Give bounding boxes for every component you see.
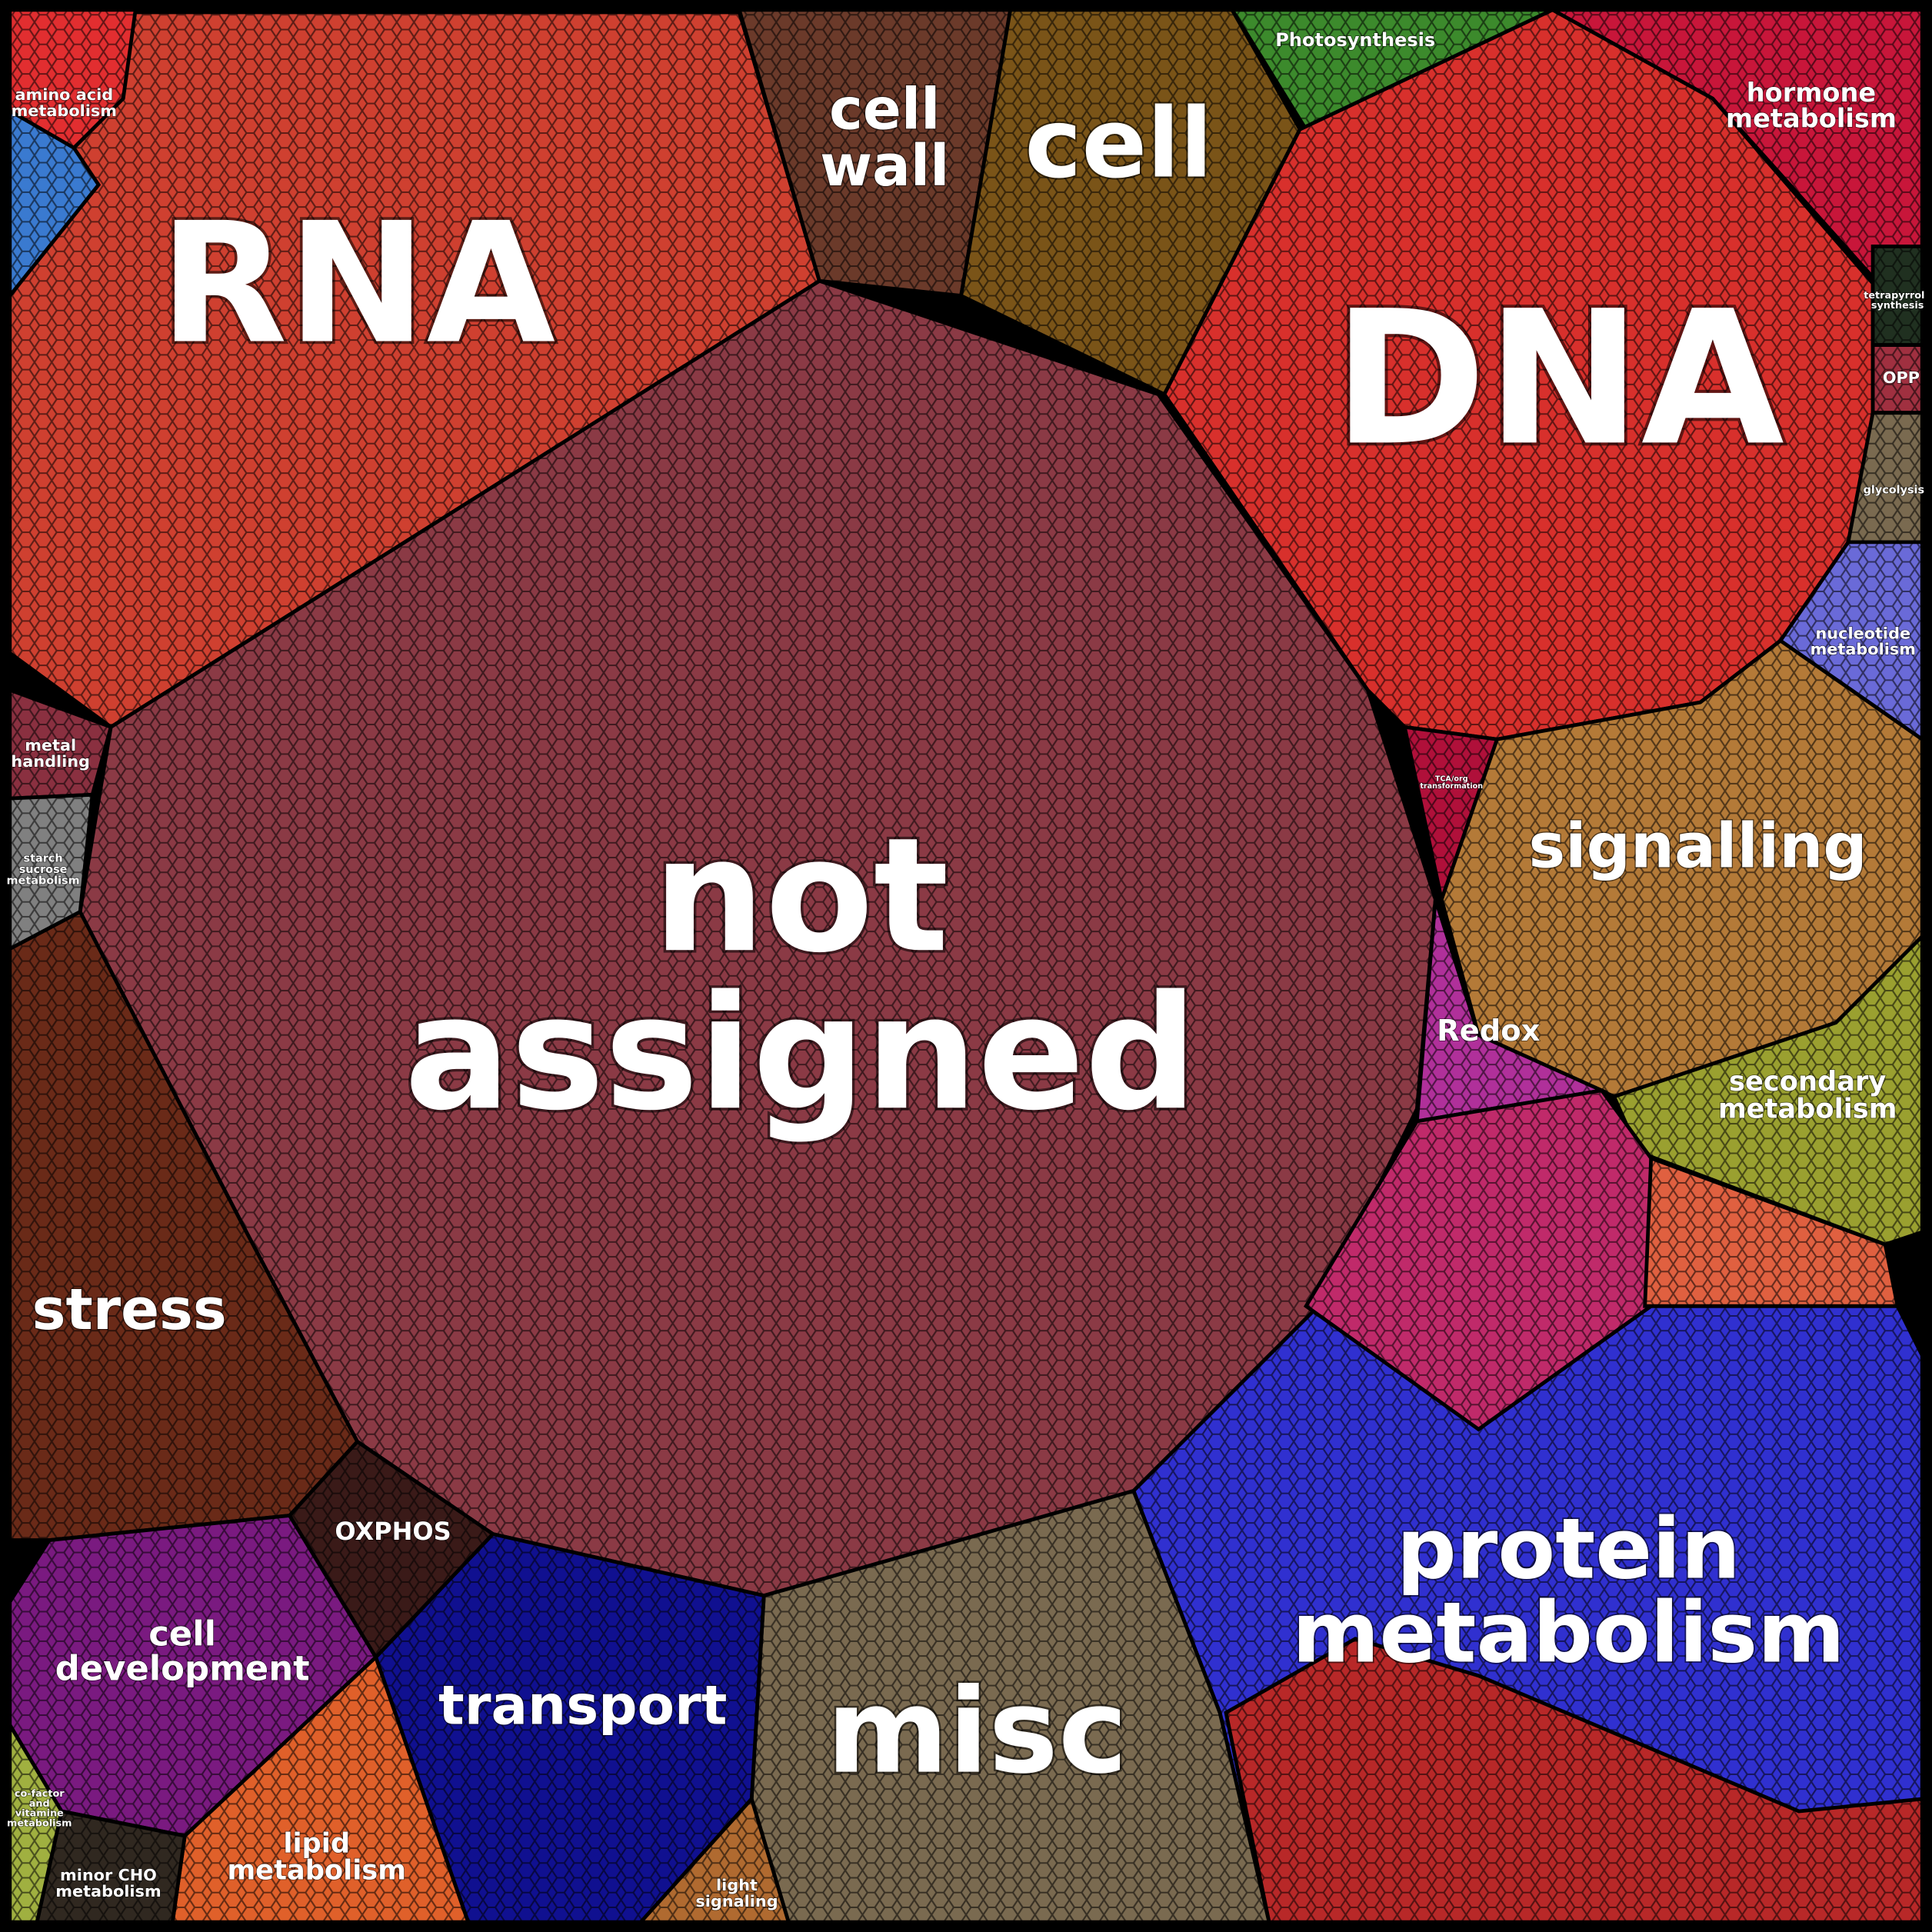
- region-label: hormone: [1747, 78, 1877, 108]
- region-label: cell: [829, 77, 940, 142]
- region-texture: [1848, 412, 1923, 542]
- region-texture: [1417, 899, 1602, 1121]
- region-label: development: [55, 1647, 310, 1688]
- region-label: amino acid: [15, 85, 113, 104]
- region-label: cell: [148, 1614, 216, 1654]
- region-texture: [1226, 1638, 1923, 1923]
- region-label: metabolism: [7, 874, 80, 887]
- region-label: metabolism: [1292, 1584, 1845, 1681]
- region-texture: [1441, 641, 1923, 1097]
- region-texture: [961, 9, 1301, 395]
- region-texture: [1873, 246, 1923, 345]
- region-texture: [1232, 9, 1553, 130]
- region-label: metabolism: [7, 1818, 72, 1830]
- region-label: Redox: [1437, 1014, 1541, 1048]
- region-texture: [37, 1811, 185, 1923]
- region-label: OXPHOS: [335, 1517, 451, 1546]
- region-texture: [1164, 9, 1874, 740]
- region-texture: [9, 911, 358, 1541]
- region-texture: [1644, 1158, 1898, 1307]
- region-label: stress: [32, 1277, 227, 1343]
- region-label: transport: [438, 1674, 727, 1737]
- region-label: metabolism: [12, 102, 117, 120]
- region-label: DNA: [1333, 271, 1784, 486]
- region-label: wall: [820, 134, 949, 199]
- region-label: metal: [25, 736, 76, 754]
- region-label: Photosynthesis: [1275, 29, 1435, 51]
- region-texture: [739, 9, 1011, 296]
- region-texture: [375, 1534, 764, 1923]
- region-label: light: [716, 1876, 758, 1894]
- region-texture: [1306, 1090, 1651, 1430]
- region-label: metabolism: [1718, 1093, 1897, 1124]
- region-label: metabolism: [1810, 640, 1916, 658]
- region-label: metabolism: [1726, 104, 1897, 134]
- region-label: minor CHO: [60, 1866, 157, 1884]
- region-texture: [1780, 541, 1923, 740]
- region-label: and: [29, 1798, 50, 1810]
- region-texture: [641, 1798, 789, 1923]
- region-label: RNA: [159, 188, 555, 381]
- region-label: lipid: [283, 1827, 350, 1859]
- region-label: tetrapyrrole: [1864, 290, 1931, 301]
- region-label: assigned: [405, 962, 1198, 1145]
- region-texture: [1873, 345, 1923, 413]
- region-texture: [9, 12, 820, 728]
- region-label: nucleotide: [1815, 624, 1910, 642]
- region-texture: [9, 9, 136, 148]
- region-label: signalling: [1528, 810, 1867, 881]
- region-texture: [9, 794, 93, 949]
- region-texture: [80, 281, 1436, 1596]
- region-label: transformation: [1420, 782, 1483, 791]
- region-label: misc: [827, 1664, 1128, 1800]
- region-label: metabolism: [227, 1855, 406, 1887]
- region-label: synthesis: [1871, 300, 1924, 311]
- region-texture: [1552, 9, 1923, 278]
- region-texture: [9, 1515, 376, 1837]
- region-label: handling: [11, 752, 90, 771]
- region-label: metabolism: [55, 1882, 161, 1900]
- region-label: cell: [1024, 88, 1212, 200]
- region-label: glycolysis: [1864, 485, 1925, 497]
- region-label: vitamine: [15, 1808, 64, 1820]
- region-label: TCA/org: [1435, 774, 1468, 783]
- region-label: sucrose: [19, 864, 68, 876]
- region-label: OPP: [1883, 368, 1920, 387]
- region-label: signaling: [695, 1892, 778, 1910]
- region-texture: [751, 1491, 1270, 1923]
- region-label: not: [653, 804, 949, 988]
- region-texture: [9, 111, 99, 296]
- region-label: starch: [24, 853, 63, 865]
- region-texture: [289, 1441, 493, 1657]
- region-texture: [1404, 727, 1497, 900]
- region-texture: [1614, 936, 1923, 1245]
- region-label: secondary: [1729, 1066, 1886, 1098]
- region-label: co-factor: [15, 1788, 65, 1800]
- region-texture: [9, 690, 112, 799]
- region-label: protein: [1397, 1501, 1740, 1598]
- region-texture: [172, 1657, 468, 1923]
- region-texture: [9, 1724, 62, 1923]
